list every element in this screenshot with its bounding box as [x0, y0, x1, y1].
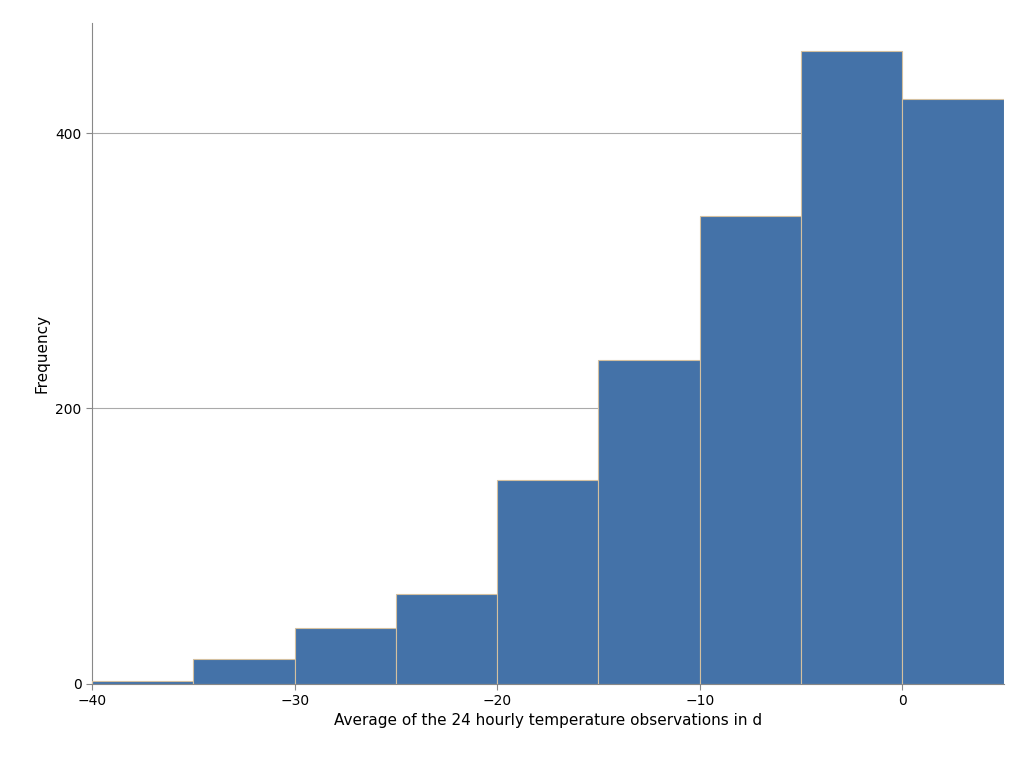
Y-axis label: Frequency: Frequency	[35, 313, 50, 393]
Bar	[699, 216, 801, 684]
Bar	[295, 628, 396, 684]
Bar	[598, 360, 699, 684]
Bar	[396, 594, 498, 684]
Bar	[902, 99, 1004, 684]
Bar	[194, 659, 295, 684]
Bar	[92, 680, 194, 684]
X-axis label: Average of the 24 hourly temperature observations in d: Average of the 24 hourly temperature obs…	[334, 713, 762, 729]
Bar	[801, 51, 902, 684]
Bar	[498, 480, 598, 684]
